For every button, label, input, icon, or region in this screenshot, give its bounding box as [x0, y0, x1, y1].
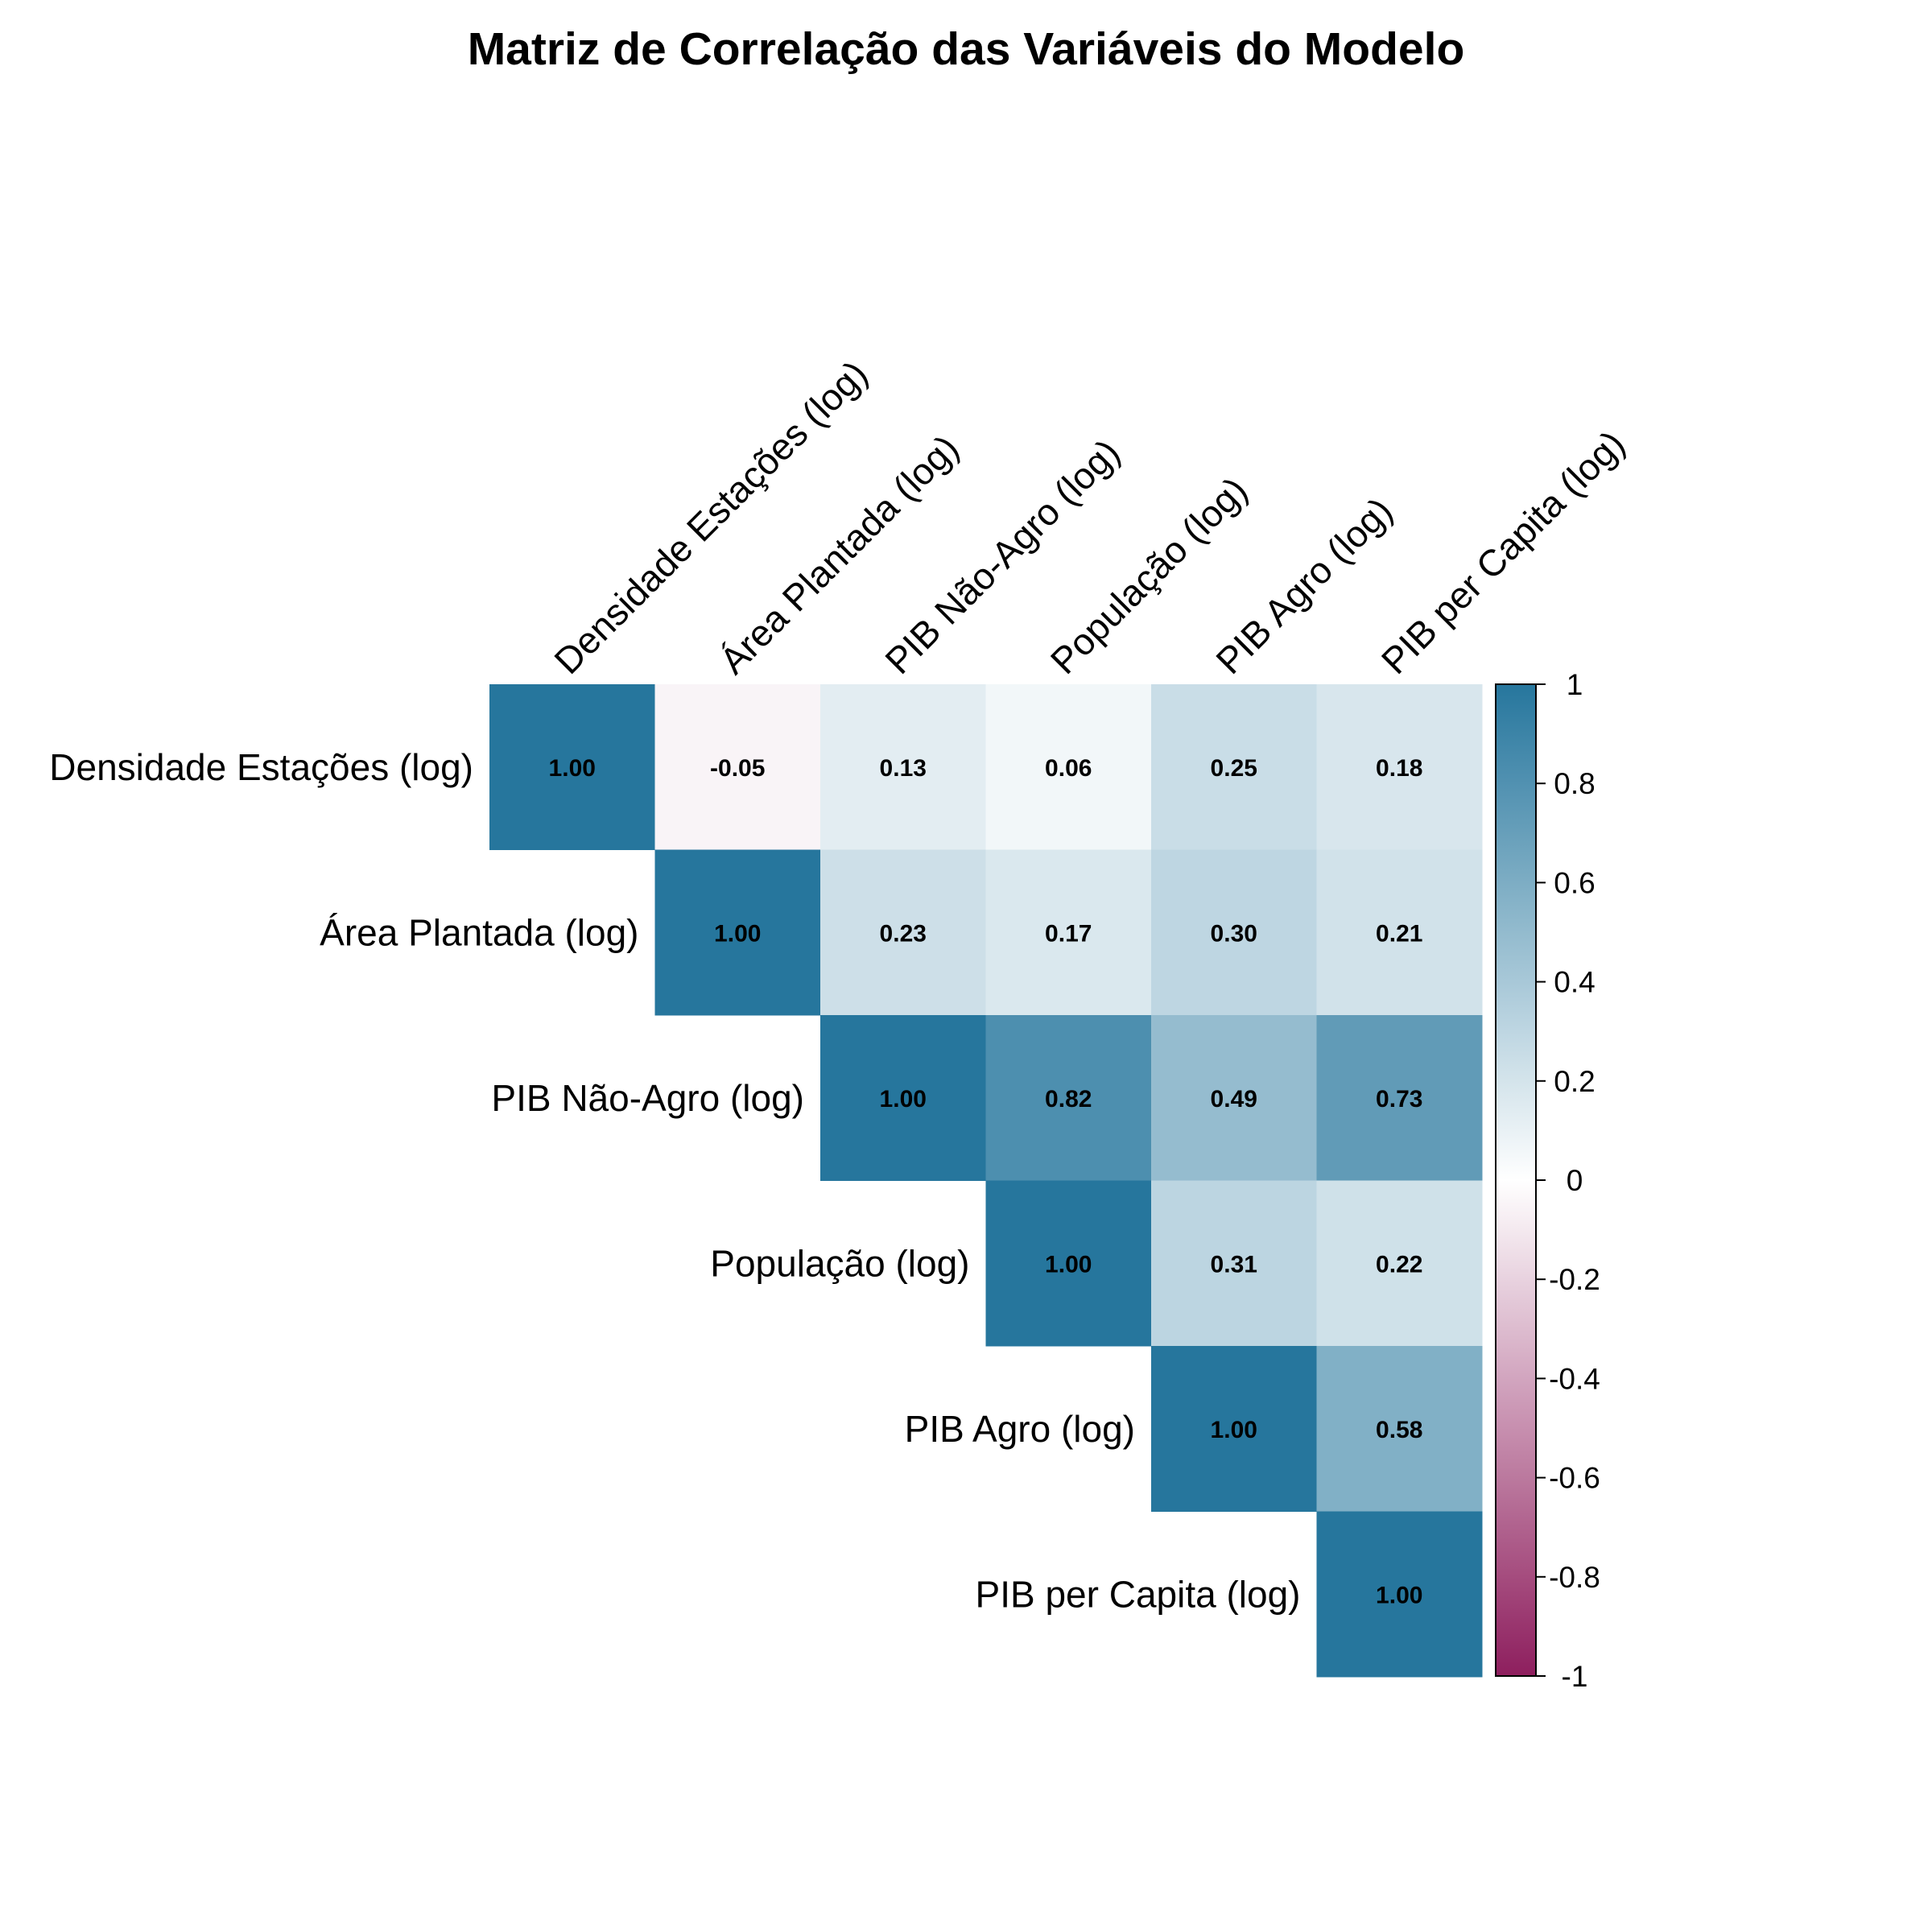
- cell-value-label-1-3: 0.17: [1045, 920, 1092, 947]
- heatmap-cell-3-5: [1316, 1180, 1483, 1347]
- heatmap-cell-2-5: [1316, 1015, 1483, 1181]
- row-label-0: Densidade Estações (log): [49, 746, 473, 788]
- cell-value-label-0-5: 0.18: [1376, 755, 1422, 782]
- cell-value-label-1-4: 0.30: [1211, 920, 1257, 947]
- heatmap-cell-0-3: [985, 684, 1152, 850]
- legend-tick-label-10: -1: [1562, 1660, 1588, 1693]
- cell-value-label-0-3: 0.06: [1045, 755, 1092, 782]
- heatmap-cell-0-1: [654, 684, 821, 850]
- column-label-0: Densidade Estações (log): [546, 353, 875, 682]
- column-label-4: PIB Agro (log): [1208, 489, 1400, 682]
- heatmap-cell-4-5: [1316, 1346, 1483, 1512]
- cell-value-label-3-3: 1.00: [1045, 1251, 1092, 1278]
- cell-value-label-4-4: 1.00: [1211, 1417, 1257, 1443]
- legend-tick-label-9: -0.8: [1549, 1561, 1600, 1594]
- heatmap-cell-2-3: [985, 1015, 1152, 1181]
- cell-value-label-5-5: 1.00: [1376, 1582, 1422, 1608]
- cell-value-label-4-5: 0.58: [1376, 1417, 1422, 1443]
- legend-tick-label-3: 0.4: [1554, 966, 1595, 999]
- legend-tick-label-1: 0.8: [1554, 767, 1595, 800]
- cell-value-label-0-4: 0.25: [1211, 755, 1257, 782]
- row-labels: Densidade Estações (log) Área Plantada (l…: [49, 746, 1300, 1616]
- heatmap-cell-2-4: [1151, 1015, 1317, 1181]
- column-labels: Densidade Estações (log)Área Plantada (l…: [546, 353, 1633, 682]
- chart-title: Matriz de Correlação das Variáveis do Mo…: [468, 23, 1465, 75]
- legend-tick-label-8: -0.6: [1549, 1462, 1600, 1495]
- heatmap-cell-0-5: [1316, 684, 1483, 850]
- cell-value-label-2-5: 0.73: [1376, 1086, 1422, 1113]
- legend-tick-label-6: -0.2: [1549, 1263, 1600, 1296]
- heatmap-cell-0-2: [820, 684, 986, 850]
- cell-value-label-2-2: 1.00: [880, 1086, 927, 1113]
- heatmap-cell-2-2: [820, 1015, 986, 1181]
- cell-value-label-0-1: -0.05: [710, 755, 765, 782]
- legend-tick-label-0: 1: [1567, 668, 1583, 701]
- cell-value-label-2-4: 0.49: [1211, 1086, 1257, 1113]
- heatmap-cell-0-4: [1151, 684, 1317, 850]
- column-label-5: PIB per Capita (log): [1373, 423, 1633, 682]
- heatmap-cell-5-5: [1316, 1511, 1483, 1678]
- color-legend: 1 0.8 0.6 0.4 0.2 0 -0.2 -0.4 -0.6 -0.8 -1: [1495, 668, 1600, 1693]
- cell-value-label-3-4: 0.31: [1211, 1251, 1257, 1278]
- cell-value-label-1-2: 0.23: [880, 920, 927, 947]
- legend-tick-label-5: 0: [1567, 1164, 1583, 1197]
- heatmap-cell-1-2: [820, 849, 986, 1016]
- heatmap-cell-1-1: [654, 849, 821, 1016]
- color-legend-bar: [1495, 683, 1537, 1677]
- color-legend-ticks: 1 0.8 0.6 0.4 0.2 0 -0.2 -0.4 -0.6 -0.8 -1: [1536, 668, 1600, 1693]
- row-label-4: PIB Agro (log): [905, 1408, 1135, 1450]
- heatmap-cell-1-5: [1316, 849, 1483, 1016]
- cell-value-label-2-3: 0.82: [1045, 1086, 1092, 1113]
- row-label-1: Área Plantada (log): [320, 911, 638, 953]
- row-label-2: PIB Não-Agro (log): [491, 1077, 804, 1119]
- heatmap-cell-4-4: [1151, 1346, 1317, 1512]
- cell-value-label-1-5: 0.21: [1376, 920, 1422, 947]
- heatmap-cells: 1.00 -0.05 0.13 0.06 0.25 0.18 1.00 0.23 0.17 0.3…: [489, 684, 1483, 1678]
- legend-tick-label-4: 0.2: [1554, 1065, 1595, 1098]
- heatmap-cell-1-4: [1151, 849, 1317, 1016]
- cell-value-label-0-0: 1.00: [549, 755, 596, 782]
- heatmap-cell-0-0: [489, 684, 655, 850]
- cell-value-label-3-5: 0.22: [1376, 1251, 1422, 1278]
- row-label-3: População (log): [710, 1242, 969, 1284]
- row-label-5: PIB per Capita (log): [976, 1573, 1301, 1615]
- heatmap-cell-3-4: [1151, 1180, 1317, 1347]
- cell-value-label-0-2: 0.13: [880, 755, 927, 782]
- cell-value-label-1-1: 1.00: [714, 920, 761, 947]
- heatmap-cell-3-3: [985, 1180, 1152, 1347]
- heatmap-cell-1-3: [985, 849, 1152, 1016]
- legend-tick-label-2: 0.6: [1554, 866, 1595, 899]
- legend-tick-label-7: -0.4: [1549, 1362, 1600, 1395]
